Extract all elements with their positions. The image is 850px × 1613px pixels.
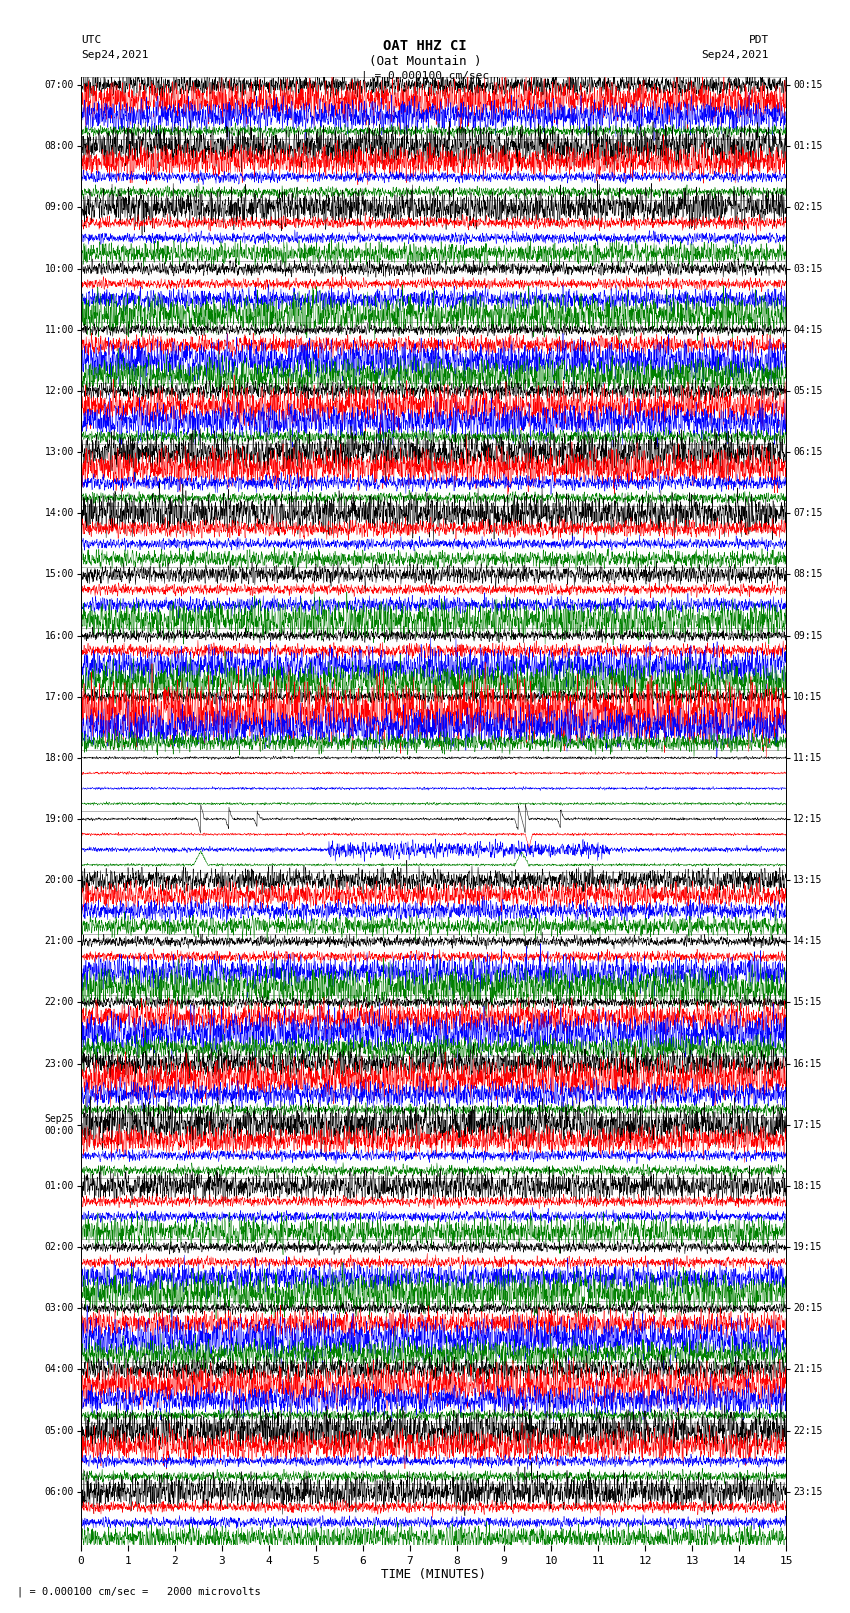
Text: UTC: UTC [81, 35, 101, 45]
Text: (Oat Mountain ): (Oat Mountain ) [369, 55, 481, 68]
Text: Sep24,2021: Sep24,2021 [702, 50, 769, 60]
Text: PDT: PDT [749, 35, 769, 45]
Text: | = 0.000100 cm/sec: | = 0.000100 cm/sec [361, 71, 489, 82]
X-axis label: TIME (MINUTES): TIME (MINUTES) [381, 1568, 486, 1581]
Text: | = 0.000100 cm/sec =   2000 microvolts: | = 0.000100 cm/sec = 2000 microvolts [17, 1586, 261, 1597]
Text: Sep24,2021: Sep24,2021 [81, 50, 148, 60]
Text: OAT HHZ CI: OAT HHZ CI [383, 39, 467, 53]
